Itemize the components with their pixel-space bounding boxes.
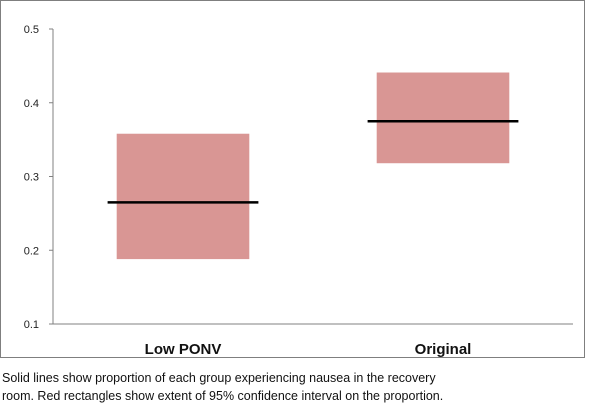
category-label: Low PONV: [145, 341, 222, 358]
y-tick-label: 0.1: [24, 319, 39, 331]
category-label-group: Low PONV Original: [145, 341, 472, 358]
y-tick-label: 0.5: [24, 24, 39, 36]
ci-rectangle: [116, 133, 250, 260]
y-tick-group: 0.1 0.2 0.3 0.4 0.5: [24, 24, 53, 331]
ci-rectangle: [376, 72, 510, 164]
caption-line-1: Solid lines show proportion of each grou…: [2, 371, 436, 385]
category-label: Original: [415, 341, 472, 358]
y-tick-label: 0.3: [24, 172, 39, 184]
chart-frame: 0.1 0.2 0.3 0.4 0.5 Low PONV Original: [0, 0, 585, 358]
caption-line-2: room. Red rectangles show extent of 95% …: [2, 389, 444, 403]
y-tick-label: 0.2: [24, 245, 39, 257]
figure-caption: Solid lines show proportion of each grou…: [2, 369, 592, 405]
marks-group: [107, 72, 519, 260]
y-tick-label: 0.4: [24, 98, 39, 110]
chart-plot: 0.1 0.2 0.3 0.4 0.5 Low PONV Original: [24, 24, 573, 358]
